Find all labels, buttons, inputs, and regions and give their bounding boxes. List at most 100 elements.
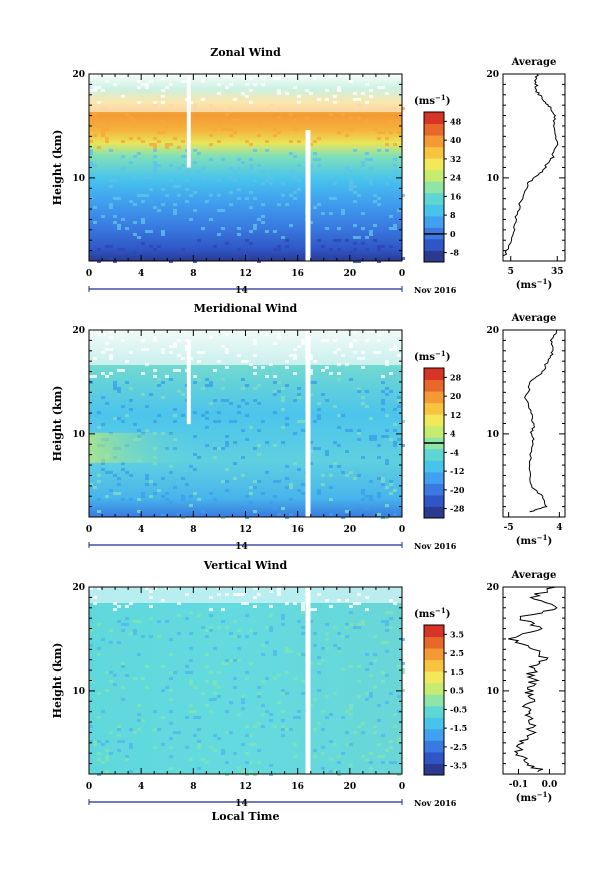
heatmap-cell [401, 420, 405, 423]
profile-x-tick-label: -5 [504, 523, 514, 533]
heatmap-cell [373, 435, 377, 438]
heatmap-cell [289, 224, 293, 227]
colorbar-swatch [424, 483, 444, 496]
heatmap-cell [169, 677, 173, 680]
heatmap-cell [169, 710, 173, 713]
heatmap-cell [373, 659, 377, 662]
heatmap-cell [385, 701, 389, 704]
profile-x-label-base: (ms [516, 536, 537, 547]
heatmap-cell [345, 239, 349, 242]
heatmap-cell [217, 411, 221, 414]
heatmap-cell [145, 194, 149, 197]
heatmap-cell [313, 728, 317, 731]
profile-y-tick-label: 20 [486, 583, 499, 593]
heatmap-cell [153, 483, 157, 486]
heatmap-cell [401, 668, 405, 671]
heatmap-cell [253, 227, 257, 230]
heatmap-cell [177, 194, 181, 197]
heatmap-cell [269, 605, 273, 608]
heatmap-cell [177, 125, 181, 128]
heatmap-cell [297, 140, 301, 143]
colorbar-swatch [424, 215, 444, 228]
heatmap-cell [205, 665, 209, 668]
heatmap-cell [333, 692, 337, 695]
heatmap-cell [389, 740, 393, 743]
date-month-label: Nov 2016 [414, 798, 457, 808]
heatmap-cell [253, 605, 257, 608]
heatmap-cell [105, 758, 109, 761]
heatmap-cell [133, 632, 137, 635]
y-tick-label: 20 [72, 583, 85, 593]
heatmap-cell [385, 182, 389, 185]
heatmap-cell [253, 632, 257, 635]
heatmap-cell [201, 626, 205, 629]
heatmap-cell [301, 611, 305, 614]
heatmap-cell [389, 480, 393, 483]
heatmap-cell [249, 206, 253, 209]
heatmap-cell [309, 221, 313, 224]
heatmap-cell [249, 770, 253, 773]
heatmap-cell [169, 755, 173, 758]
x-tick-label: 0 [399, 782, 405, 792]
colorbar-swatch [424, 391, 444, 404]
heatmap-cell [109, 680, 113, 683]
heatmap-cell [209, 492, 213, 495]
heatmap-cell [225, 489, 229, 492]
heatmap-cell [169, 143, 173, 146]
heatmap-cell [245, 495, 249, 498]
heatmap-cell [297, 620, 301, 623]
heatmap-cell [153, 146, 157, 149]
heatmap-cell [369, 233, 373, 236]
heatmap-cell [389, 492, 393, 495]
colorbar-tick-label: 48 [450, 116, 462, 126]
heatmap-cell [245, 197, 249, 200]
colorbar-tick-label: 40 [450, 135, 462, 145]
heatmap-cell [113, 179, 117, 182]
heatmap-cell [181, 414, 185, 417]
heatmap-cell [177, 369, 181, 372]
heatmap-cell [153, 746, 157, 749]
heatmap-cell [385, 486, 389, 489]
heatmap-cell [381, 381, 385, 384]
heatmap-cell [233, 620, 237, 623]
colorbar-swatch [424, 636, 444, 649]
heatmap-cell [281, 194, 285, 197]
heatmap-cell [121, 140, 125, 143]
heatmap-cell [225, 659, 229, 662]
heatmap-cell [373, 224, 377, 227]
profile-x-label: (ms−1) [516, 790, 552, 804]
heatmap-cell [241, 378, 245, 381]
heatmap-cell [381, 480, 385, 483]
heatmap-cell [341, 635, 345, 638]
heatmap-cell [365, 495, 369, 498]
heatmap-cell [253, 510, 257, 513]
heatmap-cell [109, 203, 113, 206]
heatmap-cell [189, 194, 193, 197]
heatmap-cell [301, 632, 305, 635]
heatmap-cell [333, 626, 337, 629]
heatmap-cell [173, 420, 177, 423]
heatmap-cell [213, 498, 217, 501]
x-tick-label: 4 [138, 269, 144, 279]
heatmap-cell [241, 770, 245, 773]
heatmap-cell [357, 429, 361, 432]
heatmap-cell [293, 743, 297, 746]
heatmap-cell [109, 245, 113, 248]
heatmap-cell [309, 381, 313, 384]
heatmap-cell [393, 408, 397, 411]
heatmap-cell [225, 399, 229, 402]
heatmap-cell [213, 456, 217, 459]
heatmap-cell [365, 608, 369, 611]
heatmap-cell [321, 474, 325, 477]
heatmap-cell [193, 710, 197, 713]
heatmap-cell [213, 245, 217, 248]
heatmap-cell [261, 182, 265, 185]
x-tick-label: 16 [291, 525, 304, 535]
heatmap-cell [261, 680, 265, 683]
colorbar-unit-base: (ms [414, 609, 435, 620]
heatmap-cell [205, 629, 209, 632]
colorbar-tick-label: 12 [450, 410, 461, 420]
heatmap-cell [393, 725, 397, 728]
heatmap-cell [161, 230, 165, 233]
heatmap-cell [89, 161, 93, 164]
